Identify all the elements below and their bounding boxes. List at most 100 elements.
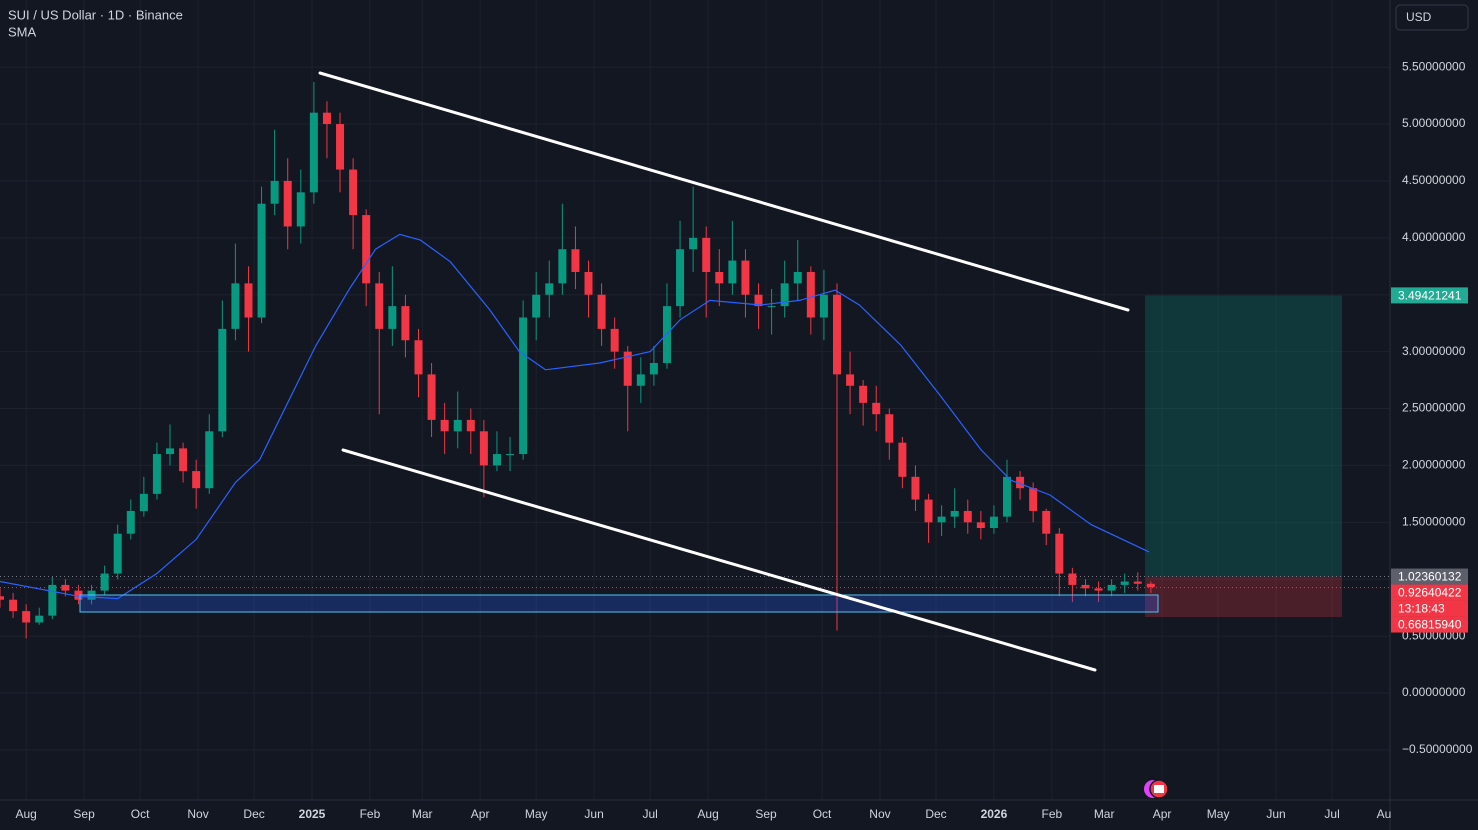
candle-body (257, 203, 266, 318)
position-layer (0, 295, 1390, 617)
candle-body (74, 590, 83, 600)
events-badge[interactable] (1144, 779, 1169, 799)
candle-body (100, 573, 109, 591)
candle-body (832, 294, 841, 375)
x-tick-label: May (1207, 807, 1230, 821)
candle-body (689, 237, 698, 250)
axes: −0.500000000.000000000.500000001.0000000… (15, 59, 1472, 821)
candle-body (440, 419, 449, 432)
candle-body (218, 328, 227, 432)
profit-zone (1145, 295, 1342, 577)
candle-body (1094, 588, 1103, 591)
candle-body (676, 249, 685, 307)
candle-body (976, 522, 985, 529)
candle-body (819, 294, 828, 318)
price-tag (1391, 287, 1468, 304)
candle-body (924, 499, 933, 523)
y-tick-label: −0.50000000 (1402, 742, 1473, 756)
candle-body (741, 260, 750, 295)
candle-body (1016, 476, 1025, 489)
price-tag-label: 0.92640422 (1398, 586, 1462, 600)
price-tag-label: 0.66815940 (1398, 618, 1462, 632)
x-tick-label: Mar (1094, 807, 1115, 821)
candle-body (1120, 581, 1129, 585)
badge-stripes (1154, 785, 1164, 793)
candle-body (950, 510, 959, 517)
candle-body (623, 351, 632, 386)
x-tick-label: Mar (412, 807, 433, 821)
candle-body (715, 271, 724, 284)
drawings (79, 71, 1159, 672)
x-tick-label: Feb (1041, 807, 1062, 821)
y-tick-label: 4.50000000 (1402, 173, 1466, 187)
candle-body (192, 471, 201, 489)
candle-body (1146, 583, 1155, 588)
candle-body (179, 448, 188, 472)
legend-entry[interactable]: SMA (8, 24, 37, 39)
candle-body (48, 584, 57, 616)
candle-body (649, 363, 658, 375)
candle-body (584, 271, 593, 295)
candle-body (349, 169, 358, 216)
support-zone[interactable] (79, 594, 1159, 613)
candle-body (885, 414, 894, 443)
x-tick-label: Apr (471, 807, 490, 821)
countdown-label: 13:18:43 (1398, 602, 1445, 616)
trend-line-lower[interactable] (341, 448, 1097, 672)
candle-body (0, 596, 4, 600)
candle-body (466, 419, 475, 432)
candle-body (728, 260, 737, 284)
candle-body (846, 374, 855, 386)
candle-body (597, 294, 606, 329)
candle-body (322, 112, 331, 125)
x-tick-label: 2025 (299, 807, 326, 821)
candle-body (166, 448, 175, 455)
candle-body (558, 249, 567, 284)
x-tick-label: Nov (869, 807, 890, 821)
candle-body (375, 283, 384, 329)
chart-title: SUI / US Dollar · 1D · Binance (8, 7, 183, 22)
candle-body (571, 249, 580, 272)
candle-body (793, 271, 802, 284)
candle-body (22, 611, 31, 623)
y-tick-label: 3.00000000 (1402, 344, 1466, 358)
y-tick-label: 2.00000000 (1402, 458, 1466, 472)
candle-body (636, 374, 645, 386)
candle-body (492, 454, 501, 466)
y-tick-label: 2.50000000 (1402, 401, 1466, 415)
candle-body (1003, 476, 1012, 517)
candle-body (780, 283, 789, 307)
candle-body (479, 431, 488, 466)
x-tick-label: 2026 (981, 807, 1008, 821)
candle-body (35, 615, 44, 623)
candle-body (545, 283, 554, 295)
countdown-tag (1391, 600, 1468, 617)
candle-body (937, 516, 946, 523)
y-tick-label: 4.00000000 (1402, 230, 1466, 244)
candle-body (506, 454, 515, 456)
loss-zone (1145, 576, 1342, 617)
y-tick-label: 5.50000000 (1402, 59, 1466, 73)
x-tick-label: Apr (1153, 807, 1172, 821)
currency-label[interactable]: USD (1406, 10, 1432, 24)
trend-line-upper[interactable] (318, 71, 1130, 312)
x-tick-label: Jun (1266, 807, 1285, 821)
currency-button[interactable] (1395, 4, 1469, 31)
plot-area (0, 81, 1155, 639)
candle-body (872, 402, 881, 415)
candle-body (1042, 510, 1051, 534)
candle-body (283, 180, 292, 227)
candle-body (989, 516, 998, 529)
candle-body (898, 442, 907, 477)
x-tick-label: Jun (584, 807, 603, 821)
candle-body (806, 271, 815, 318)
candle-body (113, 533, 122, 574)
candle-body (1081, 584, 1090, 589)
candle-body (1055, 533, 1064, 574)
price-tag-label: 1.02360132 (1398, 570, 1462, 584)
x-tick-label: Au (1377, 807, 1392, 821)
candle-body (152, 454, 161, 494)
x-tick-label: May (525, 807, 548, 821)
candle-body (532, 294, 541, 318)
